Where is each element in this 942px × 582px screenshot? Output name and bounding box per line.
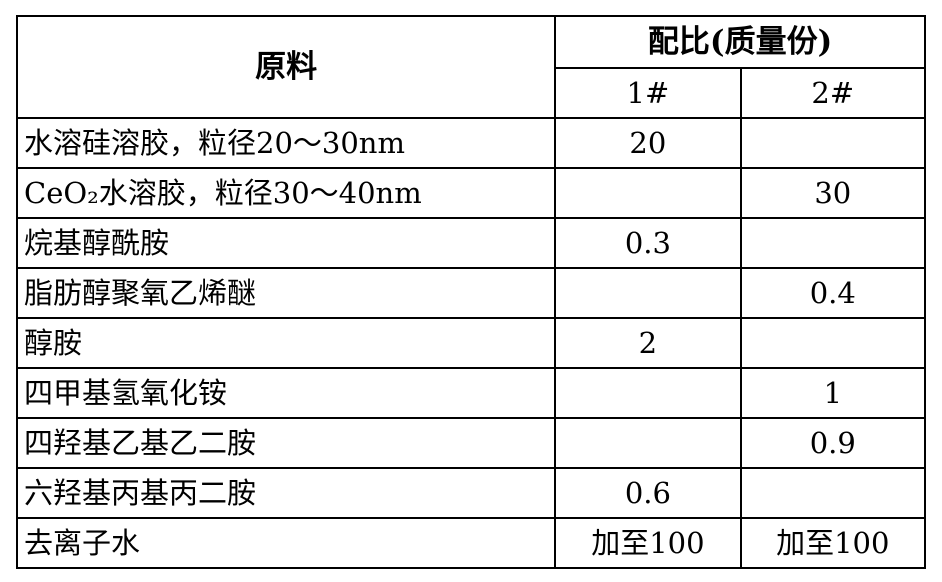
table-row: 烷基醇酰胺 0.3 [15,217,927,269]
value-2 [739,217,927,269]
material-name: 水溶硅溶胶，粒径20～30nm [15,117,557,169]
value-2: 30 [739,167,927,219]
value-2: 1 [739,367,927,419]
material-name: 去离子水 [15,517,557,569]
value-1 [554,417,742,469]
value-2: 加至100 [739,517,927,569]
value-2 [739,117,927,169]
value-1: 加至100 [554,517,742,569]
table-row: 四羟基乙基乙二胺 0.9 [15,417,927,469]
material-name: 烷基醇酰胺 [15,217,557,269]
material-name: 四羟基乙基乙二胺 [15,417,557,469]
value-1 [554,267,742,319]
material-name: 六羟基丙基丙二胺 [15,467,557,519]
value-2 [739,467,927,519]
value-1 [554,167,742,219]
value-1: 20 [554,117,742,169]
header-material: 原料 [15,15,557,119]
material-name: 四甲基氢氧化铵 [15,367,557,419]
table-row: 水溶硅溶胶，粒径20～30nm 20 [15,117,927,169]
table-row: 去离子水 加至100 加至100 [15,517,927,569]
table-row: 脂肪醇聚氧乙烯醚 0.4 [15,267,927,319]
table-row: 六羟基丙基丙二胺 0.6 [15,467,927,519]
header-col-1: 1# [554,67,742,119]
table-row: 醇胺 2 [15,317,927,369]
value-2 [739,317,927,369]
formulation-table: 原料 配比(质量份) 1# 2# 水溶硅溶胶，粒径20～30nm 20 CeO₂水… [15,15,927,569]
value-1: 0.3 [554,217,742,269]
value-1: 2 [554,317,742,369]
material-name: 脂肪醇聚氧乙烯醚 [15,267,557,319]
table-row: CeO₂水溶胶，粒径30～40nm 30 [15,167,927,219]
table-row: 四甲基氢氧化铵 1 [15,367,927,419]
material-name: CeO₂水溶胶，粒径30～40nm [15,167,557,219]
value-2: 0.9 [739,417,927,469]
value-1 [554,367,742,419]
value-1: 0.6 [554,467,742,519]
value-2: 0.4 [739,267,927,319]
material-name: 醇胺 [15,317,557,369]
header-col-2: 2# [739,67,927,119]
header-ratio: 配比(质量份) [554,15,926,69]
